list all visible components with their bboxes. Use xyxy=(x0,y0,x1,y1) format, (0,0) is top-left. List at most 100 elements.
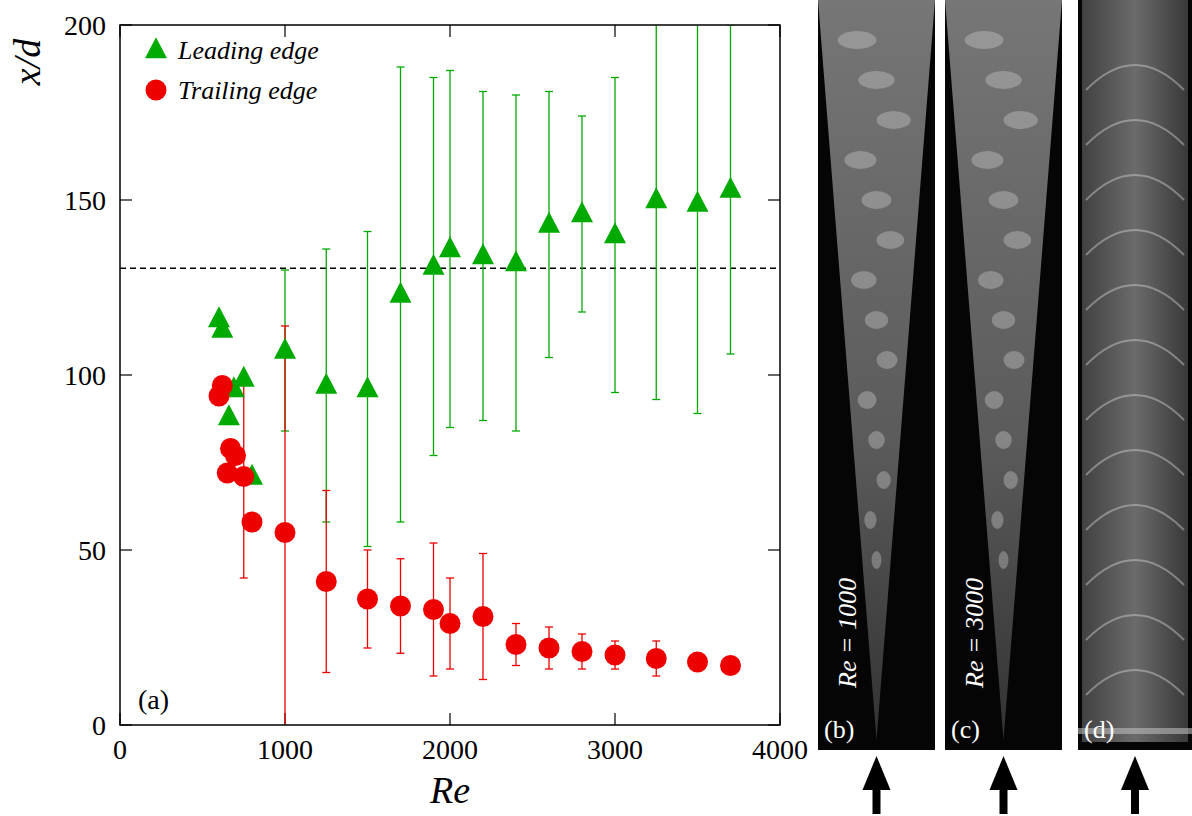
flow-streak xyxy=(865,311,888,329)
flow-streak xyxy=(1086,615,1184,640)
flow-streak xyxy=(877,111,911,129)
y-tick xyxy=(768,549,780,550)
panel-caption: Re = 3000 xyxy=(960,578,989,689)
panel-caption: Re = 1000 xyxy=(833,578,862,689)
flow-streak xyxy=(1004,351,1025,369)
data-point xyxy=(646,648,667,669)
flow-arrow xyxy=(1121,756,1149,814)
flow-arrow xyxy=(990,756,1018,814)
y-tick xyxy=(120,549,132,550)
flow-streak xyxy=(999,551,1009,569)
data-point xyxy=(506,634,527,655)
flow-streak xyxy=(862,191,892,209)
flow-streak xyxy=(989,191,1019,209)
plot-frame xyxy=(120,25,780,725)
data-point xyxy=(423,599,444,620)
flow-streak xyxy=(1086,395,1184,420)
flow-streak xyxy=(1086,65,1184,90)
y-tick-label: 50 xyxy=(78,535,106,566)
data-point xyxy=(571,201,593,222)
photo-panel: (b) Re = 1000 xyxy=(818,0,935,750)
data-point xyxy=(687,191,709,212)
legend-label: Trailing edge xyxy=(178,76,317,105)
x-tick-label: 0 xyxy=(113,734,127,765)
flow-streak xyxy=(991,511,1003,529)
x-tick xyxy=(614,713,615,725)
data-point xyxy=(473,606,494,627)
flow-streak xyxy=(838,31,877,49)
x-tick-label: 2000 xyxy=(422,734,478,765)
data-point xyxy=(315,373,337,394)
flow-streak xyxy=(1086,285,1184,310)
data-point xyxy=(472,243,494,264)
x-axis-title: Re xyxy=(429,769,470,811)
flow-streak xyxy=(1086,505,1184,530)
data-point xyxy=(605,645,626,666)
flow-streak xyxy=(1086,120,1184,145)
flow-streak xyxy=(965,31,1004,49)
flow-streak xyxy=(995,431,1012,449)
flow-streak xyxy=(1086,450,1184,475)
flow-streak xyxy=(877,231,905,249)
data-point xyxy=(572,641,593,662)
data-point xyxy=(390,282,412,303)
x-tick xyxy=(449,25,450,37)
figure: 01000200030004000050100150200Rex/dLeadin… xyxy=(0,0,1192,816)
panel-label: (c) xyxy=(951,715,980,744)
photo-background xyxy=(818,0,935,750)
data-point xyxy=(357,376,379,397)
y-axis-title: x/d xyxy=(6,38,48,86)
x-tick-label: 4000 xyxy=(752,734,808,765)
panel-label: (b) xyxy=(824,715,854,744)
flow-streak xyxy=(868,431,885,449)
flow-streak xyxy=(872,551,882,569)
flow-streak xyxy=(851,271,876,289)
flow-streak xyxy=(864,511,876,529)
flow-streak xyxy=(858,391,877,409)
data-point xyxy=(539,638,560,659)
flow-streak xyxy=(985,71,1022,89)
error-bar xyxy=(694,25,702,414)
flow-streak xyxy=(1004,111,1038,129)
data-point xyxy=(720,177,742,198)
y-tick-label: 150 xyxy=(64,185,106,216)
flow-streak xyxy=(1086,670,1184,695)
flow-streak xyxy=(1086,175,1184,200)
panel-label: (a) xyxy=(138,684,169,715)
data-point xyxy=(274,338,296,359)
y-tick xyxy=(768,199,780,200)
data-point xyxy=(505,250,527,271)
data-point xyxy=(604,222,626,243)
y-tick xyxy=(120,199,132,200)
flow-streak xyxy=(1004,471,1018,489)
data-point xyxy=(645,187,667,208)
plot-background xyxy=(0,0,810,816)
data-point xyxy=(275,522,296,543)
data-point xyxy=(687,652,708,673)
flow-streak xyxy=(1004,231,1032,249)
flow-streak xyxy=(1086,560,1184,585)
flow-streak xyxy=(971,151,1003,169)
flow-streak xyxy=(877,471,891,489)
flow-streak xyxy=(992,311,1015,329)
flow-streak xyxy=(844,151,876,169)
legend-marker xyxy=(145,37,167,58)
data-point xyxy=(439,236,461,257)
pipe-flow xyxy=(1082,0,1188,742)
x-tick-label: 1000 xyxy=(257,734,313,765)
legend-marker xyxy=(146,80,167,101)
data-point xyxy=(212,375,233,396)
y-tick-label: 100 xyxy=(64,360,106,391)
flow-streak xyxy=(1086,340,1184,365)
x-tick xyxy=(449,713,450,725)
data-point xyxy=(218,404,240,425)
legend-label: Leading edge xyxy=(177,36,319,65)
photo-panel: (c) Re = 3000 xyxy=(945,0,1062,750)
photo-background xyxy=(945,0,1062,750)
error-bar xyxy=(652,25,660,400)
y-tick-label: 200 xyxy=(64,10,106,41)
photo-panel: (d) xyxy=(1078,0,1192,750)
photo-background xyxy=(1078,0,1192,750)
flow-arrow xyxy=(863,756,891,814)
data-point xyxy=(242,512,263,533)
